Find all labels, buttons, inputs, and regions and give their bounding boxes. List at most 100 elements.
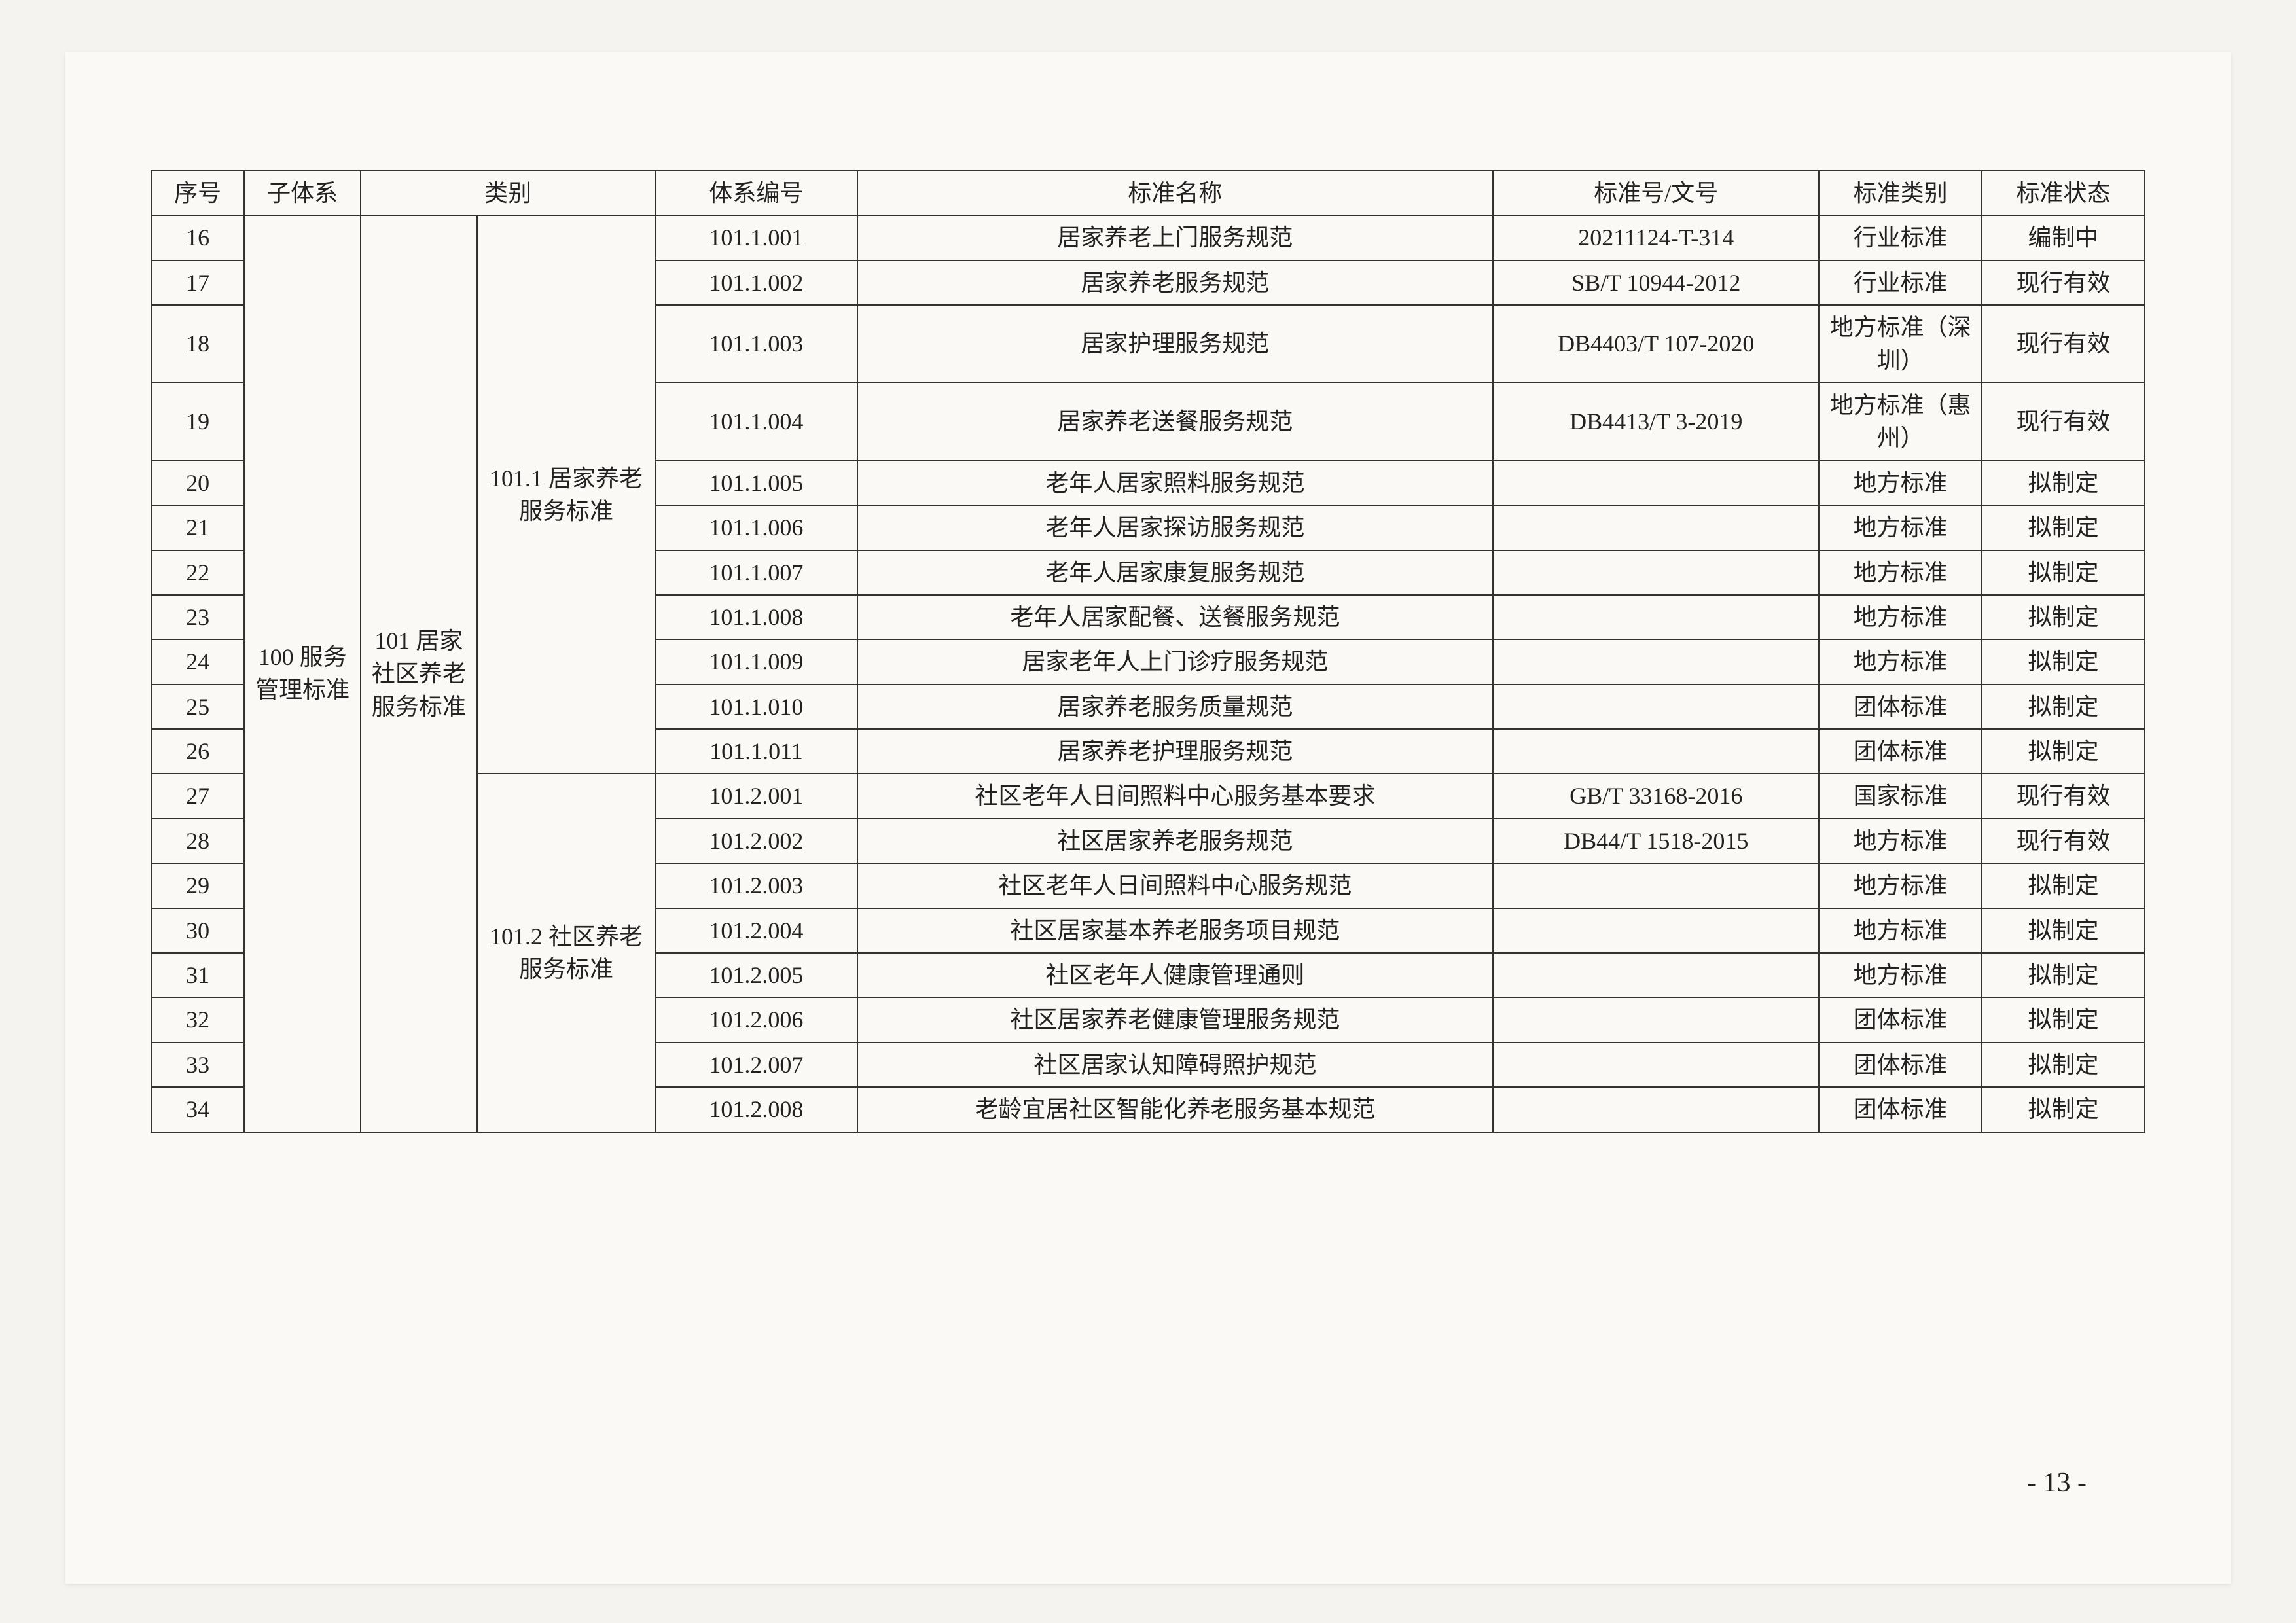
cell-code: 101.1.004 <box>655 383 857 461</box>
header-code: 体系编号 <box>655 171 857 215</box>
cell-type: 地方标准 <box>1819 550 1982 595</box>
cell-std <box>1493 461 1819 505</box>
cell-name: 社区居家养老服务规范 <box>857 819 1494 863</box>
page: 序号 子体系 类别 体系编号 标准名称 标准号/文号 标准类别 标准状态 16 … <box>65 52 2231 1584</box>
cell-name: 居家养老护理服务规范 <box>857 729 1494 774</box>
cell-type: 国家标准 <box>1819 774 1982 818</box>
cell-state: 拟制定 <box>1982 550 2145 595</box>
cell-code: 101.1.006 <box>655 505 857 550</box>
cell-std: SB/T 10944-2012 <box>1493 260 1819 305</box>
cell-name: 社区居家养老健康管理服务规范 <box>857 997 1494 1042</box>
cell-std <box>1493 863 1819 908</box>
cell-seq: 17 <box>151 260 244 305</box>
cell-name: 老年人居家探访服务规范 <box>857 505 1494 550</box>
cell-state: 现行有效 <box>1982 819 2145 863</box>
cell-name: 社区老年人日间照料中心服务规范 <box>857 863 1494 908</box>
cell-std <box>1493 1087 1819 1132</box>
cell-state: 编制中 <box>1982 215 2145 260</box>
cell-code: 101.2.004 <box>655 908 857 953</box>
cell-seq: 25 <box>151 685 244 729</box>
cell-seq: 31 <box>151 953 244 997</box>
cell-state: 拟制定 <box>1982 863 2145 908</box>
cell-cat2b: 101.2 社区养老服务标准 <box>477 774 656 1132</box>
cell-type: 团体标准 <box>1819 729 1982 774</box>
cell-sub-system: 100 服务管理标准 <box>244 215 361 1132</box>
page-number: - 13 - <box>2027 1467 2087 1499</box>
cell-name: 老年人居家照料服务规范 <box>857 461 1494 505</box>
cell-type: 团体标准 <box>1819 1043 1982 1087</box>
table-body: 16 100 服务管理标准 101 居家社区养老服务标准 101.1 居家养老服… <box>151 215 2145 1132</box>
cell-state: 拟制定 <box>1982 908 2145 953</box>
cell-type: 行业标准 <box>1819 260 1982 305</box>
cell-seq: 32 <box>151 997 244 1042</box>
cell-state: 拟制定 <box>1982 729 2145 774</box>
header-state: 标准状态 <box>1982 171 2145 215</box>
cell-seq: 26 <box>151 729 244 774</box>
cell-cat2a: 101.1 居家养老服务标准 <box>477 215 656 774</box>
cell-name: 老年人居家康复服务规范 <box>857 550 1494 595</box>
cell-state: 拟制定 <box>1982 461 2145 505</box>
cell-state: 拟制定 <box>1982 595 2145 639</box>
header-cat: 类别 <box>361 171 655 215</box>
cell-seq: 30 <box>151 908 244 953</box>
cell-std <box>1493 639 1819 684</box>
cell-code: 101.1.010 <box>655 685 857 729</box>
cell-code: 101.1.007 <box>655 550 857 595</box>
cell-type: 地方标准 <box>1819 461 1982 505</box>
cell-seq: 22 <box>151 550 244 595</box>
cell-state: 拟制定 <box>1982 505 2145 550</box>
cell-name: 居家护理服务规范 <box>857 305 1494 383</box>
cell-std: DB44/T 1518-2015 <box>1493 819 1819 863</box>
cell-std <box>1493 505 1819 550</box>
cell-state: 拟制定 <box>1982 639 2145 684</box>
cell-type: 行业标准 <box>1819 215 1982 260</box>
cell-name: 老年人居家配餐、送餐服务规范 <box>857 595 1494 639</box>
cell-code: 101.2.006 <box>655 997 857 1042</box>
cell-seq: 16 <box>151 215 244 260</box>
cell-name: 居家养老上门服务规范 <box>857 215 1494 260</box>
cell-type: 地方标准 <box>1819 639 1982 684</box>
cell-type: 地方标准 <box>1819 953 1982 997</box>
standards-table: 序号 子体系 类别 体系编号 标准名称 标准号/文号 标准类别 标准状态 16 … <box>151 170 2145 1133</box>
cell-code: 101.1.011 <box>655 729 857 774</box>
cell-seq: 20 <box>151 461 244 505</box>
table-header-row: 序号 子体系 类别 体系编号 标准名称 标准号/文号 标准类别 标准状态 <box>151 171 2145 215</box>
header-sub: 子体系 <box>244 171 361 215</box>
cell-type: 地方标准 <box>1819 819 1982 863</box>
cell-type: 地方标准 <box>1819 863 1982 908</box>
cell-std: DB4413/T 3-2019 <box>1493 383 1819 461</box>
cell-name: 居家养老服务规范 <box>857 260 1494 305</box>
cell-seq: 33 <box>151 1043 244 1087</box>
cell-state: 现行有效 <box>1982 383 2145 461</box>
cell-type: 地方标准 <box>1819 505 1982 550</box>
cell-state: 拟制定 <box>1982 685 2145 729</box>
cell-state: 现行有效 <box>1982 260 2145 305</box>
cell-code: 101.1.003 <box>655 305 857 383</box>
cell-state: 现行有效 <box>1982 305 2145 383</box>
cell-seq: 28 <box>151 819 244 863</box>
cell-code: 101.1.005 <box>655 461 857 505</box>
cell-std <box>1493 729 1819 774</box>
cell-type: 团体标准 <box>1819 685 1982 729</box>
cell-type: 地方标准（深圳） <box>1819 305 1982 383</box>
cell-type: 地方标准 <box>1819 595 1982 639</box>
cell-name: 社区居家认知障碍照护规范 <box>857 1043 1494 1087</box>
cell-std <box>1493 685 1819 729</box>
cell-type: 团体标准 <box>1819 1087 1982 1132</box>
cell-seq: 24 <box>151 639 244 684</box>
cell-state: 拟制定 <box>1982 1043 2145 1087</box>
cell-code: 101.2.001 <box>655 774 857 818</box>
cell-code: 101.1.009 <box>655 639 857 684</box>
header-seq: 序号 <box>151 171 244 215</box>
cell-state: 拟制定 <box>1982 997 2145 1042</box>
cell-seq: 23 <box>151 595 244 639</box>
cell-cat1: 101 居家社区养老服务标准 <box>361 215 477 1132</box>
cell-state: 拟制定 <box>1982 1087 2145 1132</box>
cell-type: 地方标准 <box>1819 908 1982 953</box>
cell-state: 拟制定 <box>1982 953 2145 997</box>
cell-seq: 27 <box>151 774 244 818</box>
cell-std: 20211124-T-314 <box>1493 215 1819 260</box>
cell-code: 101.2.008 <box>655 1087 857 1132</box>
cell-std <box>1493 953 1819 997</box>
cell-std <box>1493 997 1819 1042</box>
